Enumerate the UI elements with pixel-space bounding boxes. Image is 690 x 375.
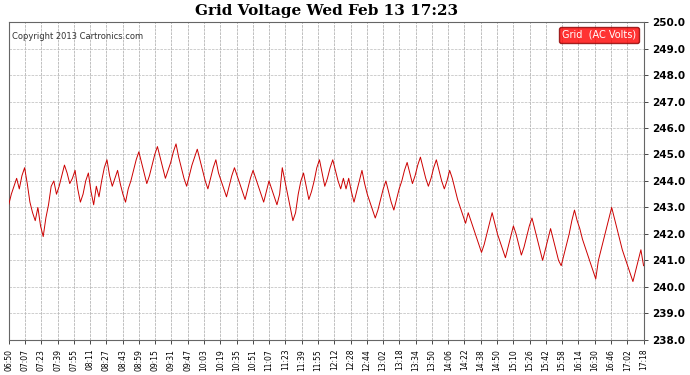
Text: Copyright 2013 Cartronics.com: Copyright 2013 Cartronics.com — [12, 32, 143, 40]
Legend: Grid  (AC Volts): Grid (AC Volts) — [559, 27, 639, 43]
Title: Grid Voltage Wed Feb 13 17:23: Grid Voltage Wed Feb 13 17:23 — [195, 4, 457, 18]
